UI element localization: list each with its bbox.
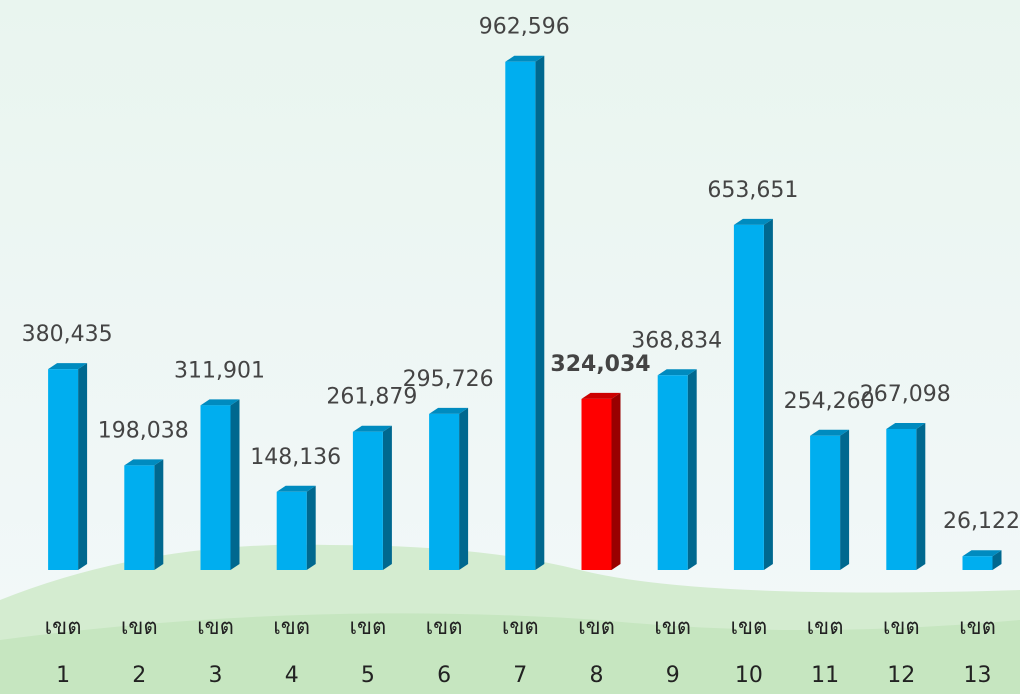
value-label: 26,122 [943, 509, 1020, 534]
bar-side [459, 407, 469, 570]
bar [276, 491, 307, 570]
bar-top [505, 55, 545, 62]
bar-side [535, 55, 545, 570]
bar-side [382, 425, 392, 570]
bar-top [962, 550, 1002, 557]
bar-top [429, 407, 469, 414]
bar-side [230, 399, 240, 570]
bar-side [306, 485, 316, 570]
bar [886, 428, 917, 570]
bar-top [581, 392, 621, 399]
category-label: เขต 10 [730, 615, 768, 688]
bar-side [992, 550, 1002, 570]
bar-side [611, 392, 621, 570]
bar [429, 413, 460, 570]
bar-top [657, 369, 697, 376]
value-label: 254,260 [784, 389, 875, 414]
value-label: 311,901 [174, 358, 265, 383]
bar-side [78, 363, 88, 570]
value-label: 653,651 [707, 178, 798, 203]
bar-side [154, 459, 164, 570]
value-label: 198,038 [98, 418, 189, 443]
bar-top [124, 459, 164, 466]
category-label: เขต 13 [959, 615, 996, 688]
value-label: 368,834 [631, 328, 722, 353]
category-label: เขต 11 [806, 615, 844, 688]
hill [0, 613, 1020, 694]
category-label: เขต 2 [120, 615, 158, 688]
bar-top [886, 422, 926, 429]
value-label: 380,435 [22, 322, 113, 347]
bar [733, 224, 764, 571]
bar-top [276, 485, 316, 492]
bar-side [687, 369, 697, 570]
bar-side [916, 422, 926, 570]
category-label: เขต 12 [882, 615, 920, 688]
bar [962, 556, 993, 570]
bar-top [733, 218, 773, 225]
bar [200, 405, 231, 570]
bar-top [352, 425, 392, 432]
bar-top [200, 399, 240, 406]
bar-top [48, 363, 88, 370]
value-label: 148,136 [250, 445, 341, 470]
category-label: เขต 1 [44, 615, 82, 688]
category-label: เขต 9 [654, 615, 692, 688]
bar [352, 431, 383, 570]
bar [810, 435, 841, 570]
category-label: เขต 7 [501, 615, 539, 688]
bar-side [840, 429, 850, 570]
bar [657, 375, 688, 570]
value-label: 295,726 [403, 367, 494, 392]
bar-top [810, 429, 850, 436]
category-label: เขต 5 [349, 615, 387, 688]
category-label: เขต 6 [425, 615, 463, 688]
category-label: เขต 8 [578, 615, 615, 688]
value-label: 962,596 [479, 15, 570, 40]
bar [581, 398, 612, 570]
category-label: เขต 3 [197, 615, 234, 688]
category-label: เขต 4 [273, 615, 311, 688]
bar [48, 369, 79, 570]
bar [505, 61, 536, 570]
bar-side [763, 218, 773, 571]
value-label: 324,034 [550, 352, 650, 377]
value-label: 261,879 [326, 385, 417, 410]
value-label: 267,098 [860, 382, 951, 407]
bar [124, 465, 155, 570]
